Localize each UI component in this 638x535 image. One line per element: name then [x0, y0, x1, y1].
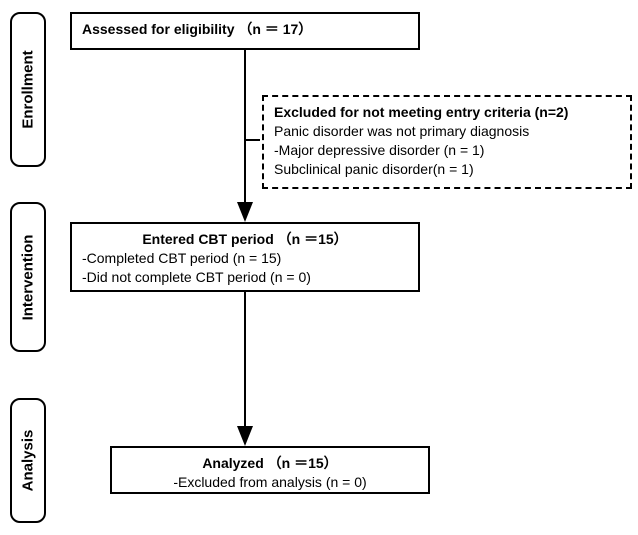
flow-arrows: [0, 0, 638, 535]
